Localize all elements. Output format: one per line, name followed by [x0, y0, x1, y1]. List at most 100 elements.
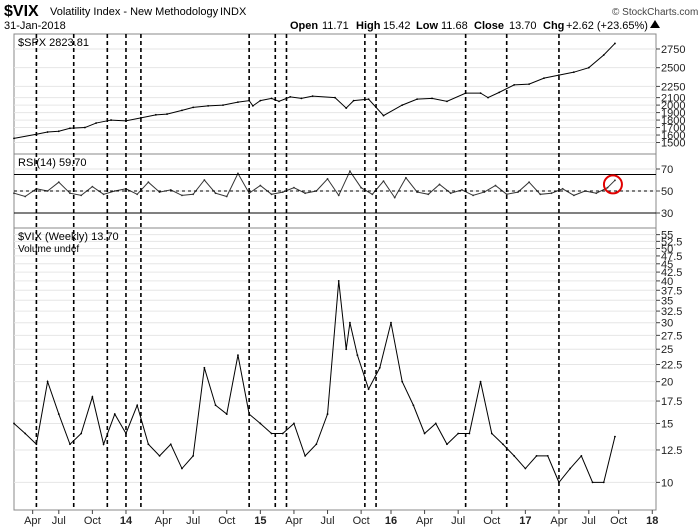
spx-tick-label: 2100: [661, 93, 685, 105]
rsi-point: [614, 179, 616, 182]
rsi-tick-label: 70: [661, 164, 673, 176]
up-triangle-icon: [650, 20, 660, 28]
vix-point: [546, 454, 549, 457]
vix-tick-label: 15: [661, 418, 673, 430]
rsi-point: [572, 194, 575, 197]
spx-point: [558, 74, 560, 77]
vix-tick-label: 32.5: [661, 306, 682, 318]
high-value: 15.42: [383, 20, 411, 32]
vix-point: [457, 432, 460, 435]
close-label: Close: [474, 20, 504, 32]
vix-point: [147, 443, 150, 446]
rsi-point: [304, 192, 307, 195]
rsi-point: [46, 190, 49, 192]
rsi-point: [214, 192, 217, 195]
vix-point: [479, 380, 482, 383]
spx-point: [446, 100, 448, 103]
vix-series: [13, 280, 616, 484]
spx-point: [334, 96, 336, 99]
vix-tick-label: 12.5: [661, 445, 682, 457]
spx-point: [57, 130, 60, 133]
exchange-label: INDX: [220, 6, 247, 18]
vix-point: [192, 454, 195, 457]
rsi-point: [293, 186, 295, 189]
vix-point: [293, 422, 295, 425]
rsi-point: [80, 194, 83, 197]
rsi-point: [13, 192, 15, 195]
spx-point: [166, 113, 168, 115]
spx-point: [289, 95, 292, 98]
vix-point: [169, 443, 172, 446]
spx-series: [13, 42, 616, 140]
vix-point: [390, 321, 392, 324]
vix-point: [225, 413, 228, 415]
rsi-point: [69, 192, 71, 195]
rsi-point: [57, 181, 60, 184]
rsi-point: [158, 191, 161, 194]
vix-tick-label: 20: [661, 377, 673, 389]
rsi-point: [270, 193, 273, 196]
vix-tick-label: 10: [661, 477, 673, 489]
spx-point: [498, 91, 501, 94]
rsi-point: [561, 187, 564, 190]
x-tick-label: Oct: [353, 515, 370, 527]
rsi-point: [24, 195, 27, 198]
low-label: Low: [416, 20, 438, 32]
spx-tick-label: 1900: [661, 108, 685, 120]
rsi-point: [416, 191, 419, 194]
vix-point: [237, 354, 239, 357]
x-tick-label: 17: [519, 515, 531, 527]
vix-tick-label: 50: [661, 243, 673, 255]
rsi-tick-label: 50: [661, 186, 673, 198]
vix-point: [423, 432, 426, 435]
rsi-point: [382, 180, 385, 183]
spx-tick-label: 1800: [661, 115, 685, 127]
vix-point: [326, 413, 329, 415]
spx-point: [278, 100, 280, 103]
vix-tick-label: 45: [661, 259, 673, 271]
vix-point: [412, 404, 415, 407]
vix-point: [203, 366, 206, 369]
rsi-point: [337, 194, 340, 197]
rsi-point: [528, 181, 530, 184]
rsi-point: [539, 193, 542, 196]
spx-point: [401, 104, 404, 107]
rsi-point: [169, 189, 172, 191]
vix-point: [569, 467, 572, 470]
rsi-point: [449, 192, 452, 195]
rsi-point: [237, 172, 239, 175]
vix-point: [13, 422, 15, 425]
spx-point: [181, 109, 183, 112]
vix-point: [69, 443, 71, 446]
vix-point: [378, 366, 381, 369]
vix-point: [259, 422, 262, 425]
vix-point: [367, 388, 370, 390]
rsi-point: [248, 192, 251, 195]
spx-point: [416, 98, 419, 101]
spx-tick-label: 1500: [661, 138, 685, 150]
rsi-point: [595, 192, 598, 195]
x-tick-label: 18: [646, 515, 658, 527]
rsi-point: [326, 178, 329, 180]
spx-point: [431, 97, 433, 100]
vix-point: [591, 481, 594, 484]
x-tick-label: Apr: [155, 515, 172, 527]
rsi-point: [427, 193, 430, 196]
x-tick-label: Jul: [186, 515, 200, 527]
vix-point: [337, 280, 340, 282]
vix-point: [349, 321, 351, 324]
rsi-point: [281, 191, 284, 194]
rsi-point: [472, 194, 475, 197]
spx-point: [382, 114, 385, 117]
vix-point: [401, 380, 404, 383]
vix-point: [502, 443, 504, 446]
spx-tick-label: 2250: [661, 81, 685, 93]
spx-point: [487, 96, 489, 99]
vix-point: [602, 481, 605, 484]
rsi-point: [91, 185, 94, 188]
spx-point: [614, 42, 616, 45]
x-tick-label: Oct: [218, 515, 235, 527]
vix-point: [24, 432, 27, 435]
spx-point: [543, 77, 545, 80]
vix-point: [158, 454, 161, 457]
